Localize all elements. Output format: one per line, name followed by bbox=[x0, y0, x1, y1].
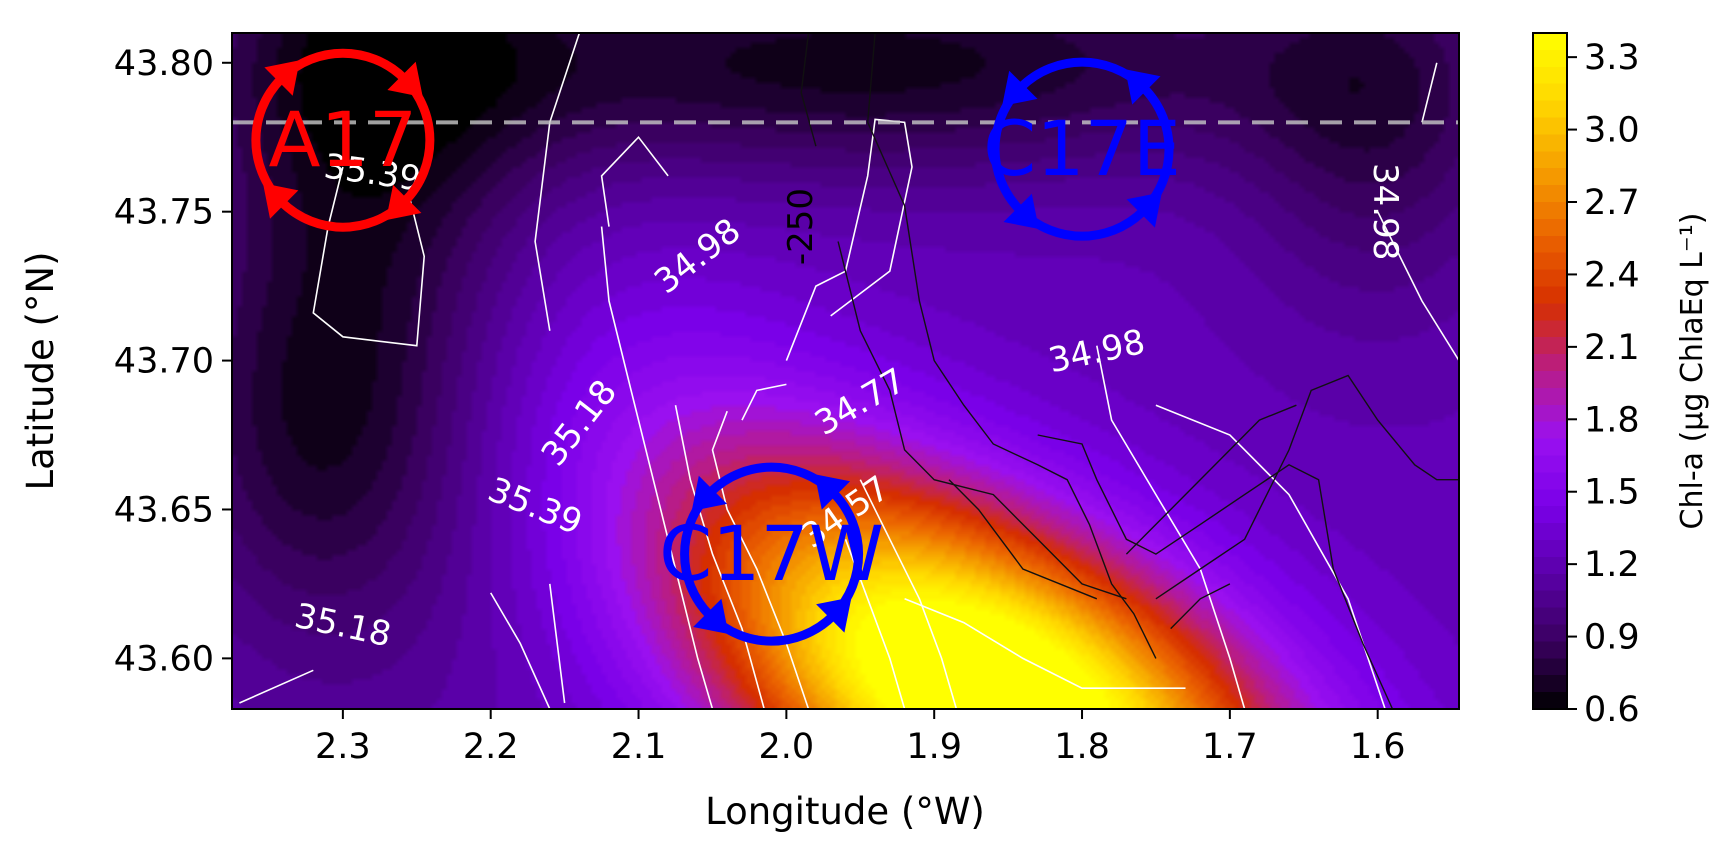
eddy-label: C17W bbox=[659, 509, 884, 598]
y-axis-ticks: 43.60 43.65 43.70 43.75 43.80 bbox=[114, 44, 232, 679]
salinity-contour-line bbox=[600, 226, 714, 709]
x-axis-label: Longitude (°W) bbox=[705, 790, 985, 833]
depth-contour-line bbox=[800, 33, 817, 147]
eddy-arrowhead bbox=[693, 598, 729, 634]
contour-label: 34.98 bbox=[1365, 163, 1405, 260]
x-tick-label: 1.9 bbox=[906, 727, 962, 767]
eddy-arrowhead bbox=[814, 474, 851, 510]
colorbar-tick-label: 3.0 bbox=[1584, 111, 1640, 151]
salinity-contour-line bbox=[1421, 62, 1438, 123]
x-tick-label: 1.7 bbox=[1202, 727, 1258, 767]
eddy-arrowhead bbox=[387, 61, 423, 98]
salinity-contour-line bbox=[711, 410, 810, 709]
eddy-arrowhead bbox=[691, 475, 727, 511]
colorbar-tick-label: 0.6 bbox=[1584, 690, 1640, 730]
y-tick-label: 43.60 bbox=[114, 639, 214, 679]
colorbar-tick-label: 3.3 bbox=[1584, 38, 1640, 78]
eddy-c17e: C17E bbox=[983, 57, 1181, 241]
depth-contour-line bbox=[1155, 374, 1459, 600]
salinity-contour-line bbox=[549, 583, 566, 704]
salinity-contour-line bbox=[534, 33, 581, 331]
y-tick-label: 43.80 bbox=[114, 44, 214, 84]
depth-contour-line bbox=[837, 241, 1127, 600]
x-tick-label: 2.1 bbox=[611, 727, 667, 767]
eddy-circle bbox=[990, 57, 1174, 241]
colorbar-tick-label: 1.5 bbox=[1584, 473, 1640, 513]
depth-contour-line bbox=[1125, 404, 1297, 555]
y-tick-label: 43.70 bbox=[114, 342, 214, 382]
eddy-arrowhead bbox=[1125, 69, 1161, 105]
y-tick-label: 43.65 bbox=[114, 490, 214, 530]
colorbar-tick-label: 2.1 bbox=[1584, 328, 1640, 368]
salinity-contour-line bbox=[490, 592, 551, 709]
eddy-arrowhead bbox=[816, 597, 852, 633]
salinity-contour-line bbox=[1376, 211, 1459, 362]
eddy-circle bbox=[680, 462, 864, 646]
plot-frame bbox=[231, 32, 1460, 710]
eddy-arrowhead bbox=[386, 184, 422, 221]
colorbar-tick-label: 1.8 bbox=[1584, 400, 1640, 440]
salinity-contour-line bbox=[859, 479, 958, 709]
y-axis-label: Latitude (°N) bbox=[19, 251, 62, 490]
salinity-contour-line bbox=[741, 383, 787, 421]
x-axis-ticks: 2.3 2.2 2.1 2.0 1.9 1.8 1.7 1.6 bbox=[315, 709, 1406, 767]
eddy-arrowhead bbox=[1002, 70, 1038, 106]
x-tick-label: 1.8 bbox=[1054, 727, 1110, 767]
contour-label: -250 bbox=[781, 188, 821, 265]
eddy-arrowhead bbox=[1126, 192, 1162, 228]
colorbar-ticks: 0.6 0.9 1.2 1.5 1.8 2.1 2.4 2.7 3.0 3.3 bbox=[1567, 38, 1640, 730]
salinity-contour-line bbox=[785, 118, 913, 361]
y-tick-label: 43.75 bbox=[114, 193, 214, 233]
depth-contour-line bbox=[1037, 434, 1394, 709]
eddy-arrowhead bbox=[264, 60, 300, 96]
colorbar bbox=[1532, 32, 1568, 710]
salinity-contours bbox=[239, 33, 1459, 709]
colorbar-tick-label: 1.2 bbox=[1584, 545, 1640, 585]
salinity-contour-line bbox=[904, 598, 1186, 689]
eddy-label: A17 bbox=[269, 95, 418, 184]
colorbar-label: Chl-a (µg ChlaEq L⁻¹) bbox=[1675, 213, 1710, 530]
x-tick-label: 2.3 bbox=[315, 727, 371, 767]
eddy-a17: A17 bbox=[251, 48, 435, 232]
depth-contours bbox=[800, 33, 1459, 709]
colorbar-tick-label: 2.7 bbox=[1584, 183, 1640, 223]
colorbar-tick-label: 2.4 bbox=[1584, 255, 1640, 295]
salinity-contour-line bbox=[674, 405, 765, 709]
salinity-contour-line bbox=[600, 135, 669, 227]
depth-contour-line bbox=[1170, 583, 1231, 630]
eddy-markers: A17 C17E C17W bbox=[251, 48, 1181, 646]
eddy-label: C17E bbox=[983, 104, 1181, 193]
depth-contour-line bbox=[948, 479, 1098, 600]
salinity-contour-line bbox=[239, 669, 314, 704]
x-tick-label: 1.6 bbox=[1350, 727, 1406, 767]
eddy-c17w: C17W bbox=[659, 462, 884, 646]
x-tick-label: 2.2 bbox=[463, 727, 519, 767]
eddy-arrowhead bbox=[1003, 193, 1039, 229]
colorbar-tick-label: 0.9 bbox=[1584, 618, 1640, 658]
salinity-contour-line bbox=[1096, 345, 1246, 709]
x-tick-label: 2.0 bbox=[759, 727, 815, 767]
eddy-circle bbox=[251, 48, 435, 232]
eddy-arrowhead bbox=[263, 183, 299, 219]
depth-contour-line bbox=[866, 33, 1157, 659]
